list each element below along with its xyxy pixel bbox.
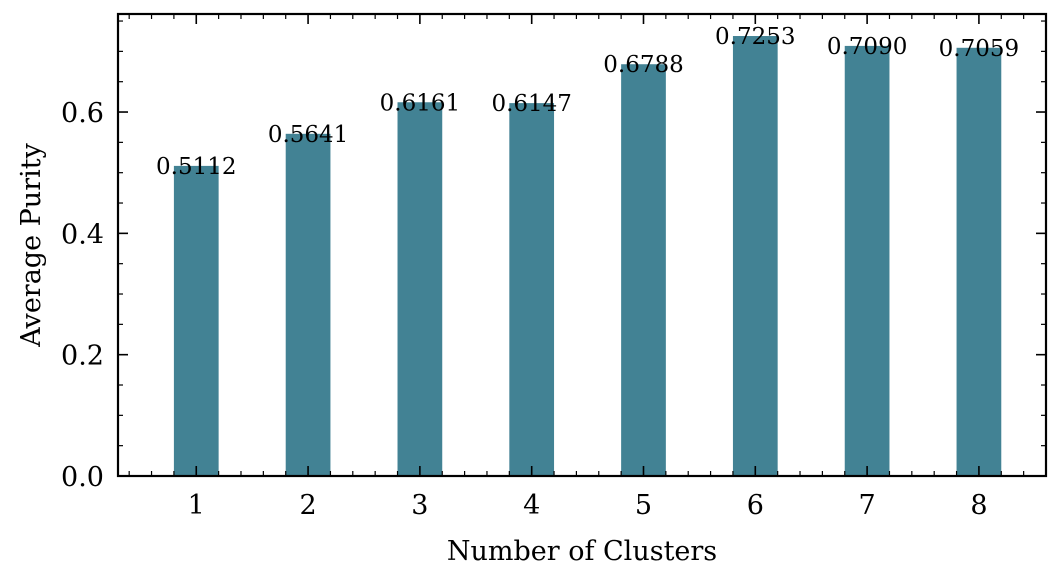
bar-5 xyxy=(621,64,666,477)
y-axis-label: Average Purity xyxy=(16,142,47,347)
y-tick-label-0.6: 0.6 xyxy=(61,98,104,129)
x-axis-label: Number of Clusters xyxy=(447,536,717,567)
x-tick-label-8: 8 xyxy=(970,490,987,521)
bar-6 xyxy=(732,36,778,476)
data-label-1: 0.5112 xyxy=(156,154,236,180)
data-label-6: 0.7253 xyxy=(715,24,795,50)
data-labels-group: 0.5112 0.5641 0.6161 0.6147 0.6788 0.7253 0.70… xyxy=(156,24,1019,180)
x-tick-label-3: 3 xyxy=(411,490,428,521)
data-label-2: 0.5641 xyxy=(268,122,348,148)
y-tick-label-0.0: 0.0 xyxy=(61,462,104,493)
data-label-7: 0.7090 xyxy=(827,34,907,60)
bar-4 xyxy=(509,103,555,477)
ticks-group xyxy=(118,14,1047,477)
bar-3 xyxy=(397,102,443,476)
plot-frame xyxy=(116,12,1048,478)
x-tick-label-4: 4 xyxy=(523,490,540,521)
bars-group xyxy=(173,36,1002,477)
data-label-5: 0.6788 xyxy=(603,52,683,78)
data-label-3: 0.6161 xyxy=(380,90,460,116)
x-tick-label-6: 6 xyxy=(747,490,764,521)
data-label-4: 0.6147 xyxy=(491,91,571,117)
x-tick-label-5: 5 xyxy=(635,490,652,521)
bar-7 xyxy=(844,45,890,477)
x-tick-label-7: 7 xyxy=(859,490,876,521)
y-tick-label-0.4: 0.4 xyxy=(61,219,104,250)
data-label-8: 0.7059 xyxy=(939,36,1019,62)
x-tick-label-1: 1 xyxy=(188,490,205,521)
tick-labels-group: 1 2 3 4 5 6 7 8 0.0 0.2 0.4 0.6 xyxy=(61,98,987,521)
bar-8 xyxy=(956,47,1002,476)
bar-1 xyxy=(173,165,219,476)
x-tick-label-2: 2 xyxy=(299,490,316,521)
bar-2 xyxy=(285,133,331,476)
y-tick-label-0.2: 0.2 xyxy=(61,341,104,372)
